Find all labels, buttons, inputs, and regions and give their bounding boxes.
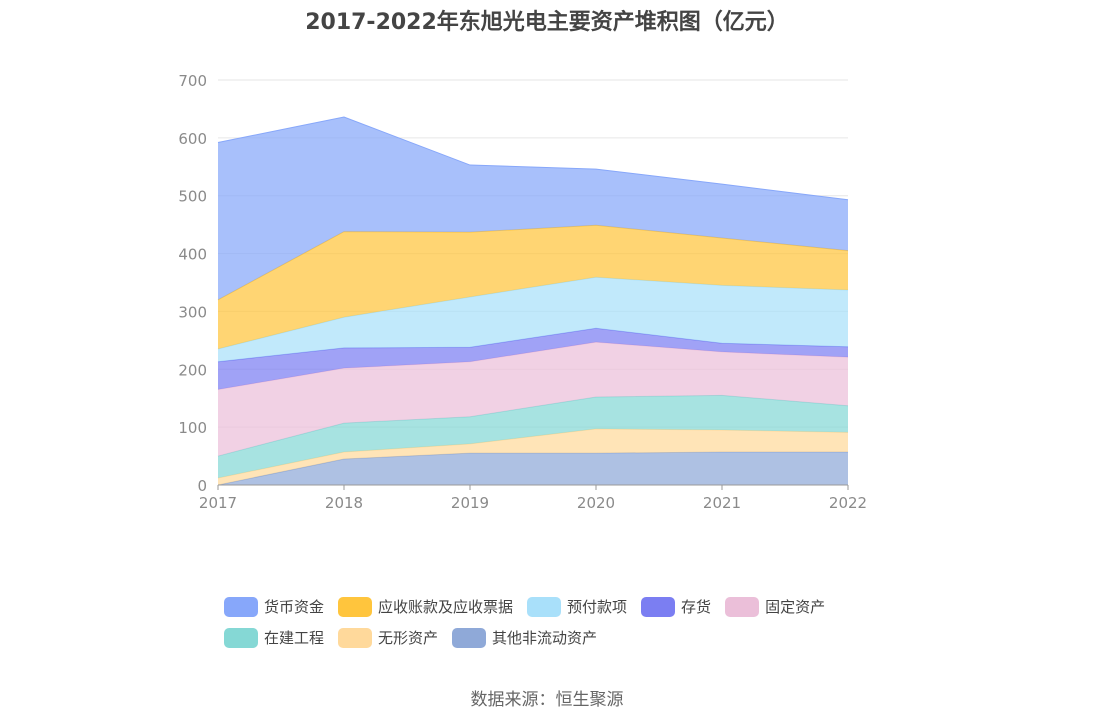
legend-swatch bbox=[338, 596, 373, 617]
x-tick-label: 2020 bbox=[577, 494, 615, 512]
legend-label: 固定资产 bbox=[765, 598, 826, 616]
legend-label: 在建工程 bbox=[264, 629, 325, 647]
series-area bbox=[218, 328, 848, 390]
series-area bbox=[218, 428, 848, 485]
series-area bbox=[218, 342, 848, 457]
legend-label: 货币资金 bbox=[264, 598, 325, 616]
legend-item[interactable]: 在建工程 bbox=[224, 627, 324, 648]
series-area bbox=[218, 225, 848, 350]
x-tick-label: 2018 bbox=[325, 494, 363, 512]
y-tick-label: 300 bbox=[178, 303, 207, 321]
legend-row: 在建工程 无形资产 其他非流动资产 bbox=[224, 622, 884, 653]
x-tick-label: 2021 bbox=[703, 494, 741, 512]
legend-swatch bbox=[224, 627, 258, 648]
y-tick-label: 500 bbox=[178, 188, 207, 206]
legend-item[interactable]: 其他非流动资产 bbox=[452, 627, 597, 648]
y-tick-label: 400 bbox=[178, 246, 207, 264]
legend-swatch bbox=[224, 596, 258, 617]
legend-item[interactable]: 预付款项 bbox=[527, 596, 627, 617]
y-tick-label: 700 bbox=[178, 72, 207, 90]
legend-swatch bbox=[338, 627, 373, 648]
legend-item[interactable]: 固定资产 bbox=[725, 596, 825, 617]
series-area bbox=[218, 117, 848, 300]
x-tick-label: 2022 bbox=[829, 494, 867, 512]
y-tick-label: 100 bbox=[178, 419, 207, 437]
y-tick-label: 200 bbox=[178, 361, 207, 379]
legend-label: 应收账款及应收票据 bbox=[378, 598, 514, 616]
legend-swatch bbox=[527, 596, 562, 617]
legend-item[interactable]: 货币资金 bbox=[224, 596, 324, 617]
legend-label: 存货 bbox=[681, 598, 712, 616]
legend-row: 货币资金 应收账款及应收票据 预付款项 存货 固定资产 bbox=[224, 591, 884, 622]
chart-legend: 货币资金 应收账款及应收票据 预付款项 存货 固定资产 在建工程 无形资产 其他非流动资产 bbox=[224, 591, 884, 653]
legend-item[interactable]: 应收账款及应收票据 bbox=[338, 596, 513, 617]
legend-item[interactable]: 存货 bbox=[641, 596, 711, 617]
series-line bbox=[217, 116, 849, 201]
x-tick-label: 2019 bbox=[451, 494, 489, 512]
y-tick-label: 0 bbox=[197, 477, 207, 495]
legend-item[interactable]: 无形资产 bbox=[338, 627, 438, 648]
x-tick-label: 2017 bbox=[199, 494, 237, 512]
series-area bbox=[218, 277, 848, 362]
series-area bbox=[218, 395, 848, 479]
legend-swatch bbox=[452, 627, 487, 648]
legend-swatch bbox=[641, 596, 676, 617]
legend-label: 其他非流动资产 bbox=[492, 629, 598, 647]
legend-label: 预付款项 bbox=[567, 598, 628, 616]
legend-swatch bbox=[725, 596, 760, 617]
series-area bbox=[218, 452, 848, 485]
legend-label: 无形资产 bbox=[378, 629, 439, 647]
data-source-note: 数据来源：恒生聚源 bbox=[470, 690, 624, 710]
chart-title: 2017-2022年东旭光电主要资产堆积图（亿元） bbox=[305, 10, 789, 35]
y-tick-label: 600 bbox=[178, 130, 207, 148]
